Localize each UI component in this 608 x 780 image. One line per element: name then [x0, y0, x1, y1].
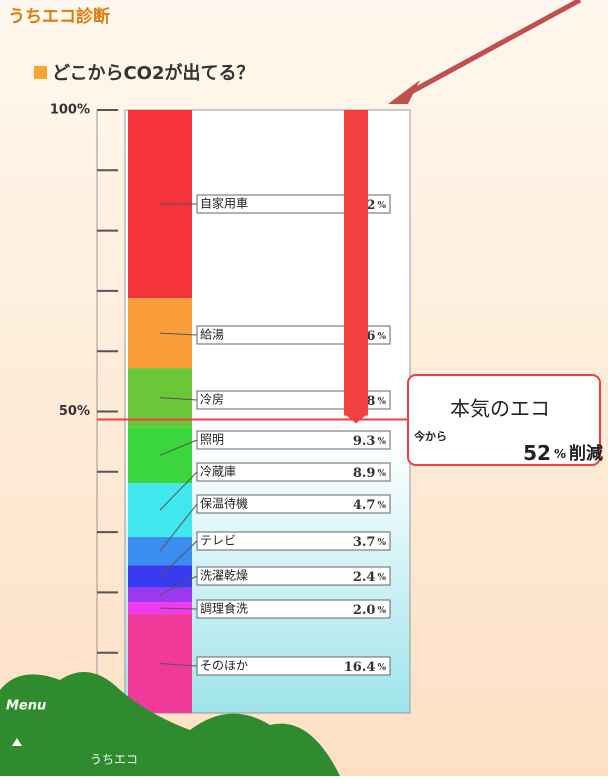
unit: % — [377, 437, 386, 447]
value-label: 3.7% — [353, 535, 387, 550]
value-text: 8.9 — [353, 466, 376, 481]
value-text: 9.3 — [353, 434, 376, 449]
y-tick-label: 50% — [59, 404, 90, 419]
category-label: テレビ — [200, 534, 236, 548]
category-label: 洗濯乾燥 — [200, 569, 248, 583]
category-label: 給湯 — [200, 328, 224, 342]
value-label: 2.0% — [353, 603, 387, 618]
unit: % — [377, 201, 386, 211]
unit: % — [377, 469, 386, 479]
category-label: 自家用車 — [200, 196, 248, 211]
value-label: 8.9% — [353, 466, 387, 481]
menu-item[interactable]: うちエコ — [90, 753, 138, 767]
unit: % — [377, 573, 386, 583]
value-label: 16.4% — [344, 660, 387, 675]
bar-segment — [128, 565, 192, 587]
screen: うちエコ診断 どこからCO2が出てる？ 100%50%自家用車31.2%給湯11… — [0, 0, 608, 776]
reduction-value: 52 — [523, 441, 551, 465]
page-title: うちエコ診断 — [8, 6, 110, 27]
callout-prefix: 今から — [413, 429, 447, 443]
value-label: 4.7% — [353, 498, 387, 513]
y-tick-label: 100% — [50, 103, 90, 118]
unit: % — [554, 447, 566, 461]
menu-label: Menu — [6, 699, 46, 714]
value-text: 4.7 — [353, 498, 376, 513]
unit: % — [377, 332, 386, 342]
category-label: 照明 — [200, 433, 224, 447]
bullet — [34, 66, 47, 79]
bar-segment — [128, 427, 192, 483]
value-text: 16.4 — [344, 660, 376, 675]
category-label: 保温待機 — [200, 496, 248, 511]
category-label: 冷房 — [200, 392, 224, 407]
value-text: 2.0 — [353, 603, 376, 618]
value-label: 9.3% — [353, 434, 387, 449]
reduction-suffix: 削減 — [569, 443, 603, 464]
value-label: 2.4% — [353, 570, 387, 585]
category-label: 調理食洗 — [200, 601, 248, 616]
category-label: そのほか — [200, 659, 248, 673]
unit: % — [377, 606, 386, 616]
callout-title: 本気のエコ — [450, 397, 550, 421]
value-text: 3.7 — [353, 535, 376, 550]
category-label: 冷蔵庫 — [200, 465, 236, 479]
reduction-bar — [344, 110, 368, 416]
bar-segment — [128, 614, 192, 713]
section-title: どこからCO2が出てる？ — [52, 62, 255, 84]
unit: % — [377, 538, 386, 548]
unit: % — [377, 397, 386, 407]
unit: % — [377, 501, 386, 511]
value-text: 2.4 — [353, 570, 376, 585]
unit: % — [377, 663, 386, 673]
